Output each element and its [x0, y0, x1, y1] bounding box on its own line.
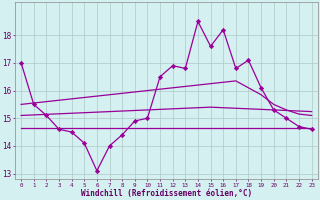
X-axis label: Windchill (Refroidissement éolien,°C): Windchill (Refroidissement éolien,°C)	[81, 189, 252, 198]
